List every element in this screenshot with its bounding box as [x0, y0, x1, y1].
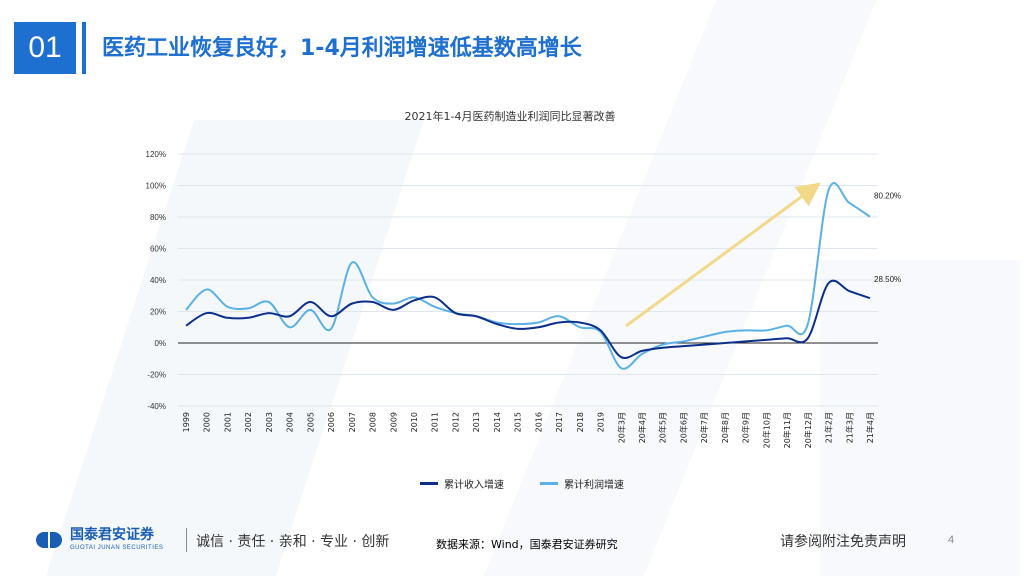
x-tick-label: 2006	[327, 412, 336, 432]
y-tick-label: 120%	[146, 150, 166, 159]
legend-swatch-profit	[540, 482, 558, 485]
trend-arrow	[625, 182, 821, 328]
legend-label-revenue: 累计收入增速	[444, 480, 504, 491]
company-logo: 国泰君安证券 GUOTAI JUNAN SECURITIES	[36, 528, 163, 551]
chart-legend: 累计收入增速 累计利润增速	[420, 476, 624, 491]
x-tick-label: 2002	[244, 412, 253, 432]
section-number: 01	[14, 22, 76, 74]
y-tick-label: 100%	[146, 182, 166, 191]
y-tick-label: 0%	[154, 339, 166, 348]
x-tick-label: 20年5月	[658, 412, 668, 443]
y-tick-label: 80%	[150, 213, 166, 222]
x-tick-label: 2007	[348, 412, 357, 432]
x-tick-label: 2010	[410, 412, 419, 432]
section-divider	[82, 22, 86, 74]
x-tick-label: 2016	[534, 412, 543, 432]
x-tick-label: 2004	[286, 412, 295, 432]
y-tick-label: 40%	[150, 276, 166, 285]
data-source: 数据来源：Wind，国泰君安证券研究	[436, 538, 618, 551]
x-tick-label: 2018	[576, 412, 585, 432]
x-tick-label: 20年7月	[699, 412, 709, 443]
legend-label-profit: 累计利润增速	[564, 480, 624, 491]
y-tick-label: 60%	[150, 245, 166, 254]
chart-title: 2021年1-4月医药制造业利润同比显著改善	[404, 110, 616, 123]
footer-divider	[186, 528, 187, 552]
x-tick-label: 2005	[306, 412, 315, 432]
y-tick-label: 20%	[150, 308, 166, 317]
disclaimer-text: 请参阅附注免责声明	[780, 534, 906, 550]
x-tick-label: 20年9月	[741, 412, 751, 443]
x-tick-label: 20年12月	[803, 412, 813, 448]
x-tick-label: 2011	[431, 412, 440, 432]
x-tick-label: 2013	[472, 412, 481, 432]
x-tick-label: 2015	[514, 412, 523, 432]
legend-item-revenue: 累计收入增速	[420, 476, 504, 491]
x-tick-label: 21年4月	[865, 412, 875, 443]
annotation-profit-end: 80.20%	[874, 192, 901, 201]
x-tick-label: 2014	[493, 412, 502, 432]
company-slogan: 诚信 · 责任 · 亲和 · 专业 · 创新	[196, 534, 390, 550]
x-tick-label: 2008	[369, 412, 378, 432]
x-tick-label: 20年3月	[616, 412, 626, 443]
x-tick-label: 2017	[555, 412, 564, 432]
legend-item-profit: 累计利润增速	[540, 476, 624, 491]
y-tick-label: -40%	[147, 402, 166, 411]
x-tick-label: 20年8月	[720, 412, 730, 443]
background-shape-far-right	[820, 260, 1020, 576]
series-line-profit	[185, 182, 871, 370]
y-tick-label: -20%	[147, 371, 166, 380]
x-tick-label: 20年6月	[678, 412, 688, 443]
x-tick-label: 2009	[389, 412, 398, 432]
page-title: 医药工业恢复良好，1-4月利润增速低基数高增长	[102, 36, 582, 61]
logo-chinese-name: 国泰君安证券	[70, 527, 154, 543]
x-tick-label: 21年3月	[844, 412, 854, 443]
x-tick-label: 2000	[203, 412, 212, 432]
logo-mark-icon	[36, 530, 64, 550]
x-tick-label: 20年4月	[637, 412, 647, 443]
x-tick-label: 2012	[451, 412, 460, 432]
x-tick-label: 20年11月	[782, 412, 792, 448]
x-tick-label: 1999	[182, 412, 191, 432]
x-tick-label: 20年10月	[761, 412, 771, 448]
x-tick-label: 21年2月	[824, 412, 834, 443]
page-number: 4	[948, 534, 955, 546]
series-line-revenue	[185, 279, 871, 359]
legend-swatch-revenue	[420, 482, 438, 485]
x-tick-label: 2003	[265, 412, 274, 432]
logo-english-name: GUOTAI JUNAN SECURITIES	[70, 545, 164, 551]
annotation-revenue-end: 28.50%	[874, 275, 901, 284]
x-tick-label: 2019	[597, 412, 606, 432]
x-tick-label: 2001	[223, 412, 232, 432]
